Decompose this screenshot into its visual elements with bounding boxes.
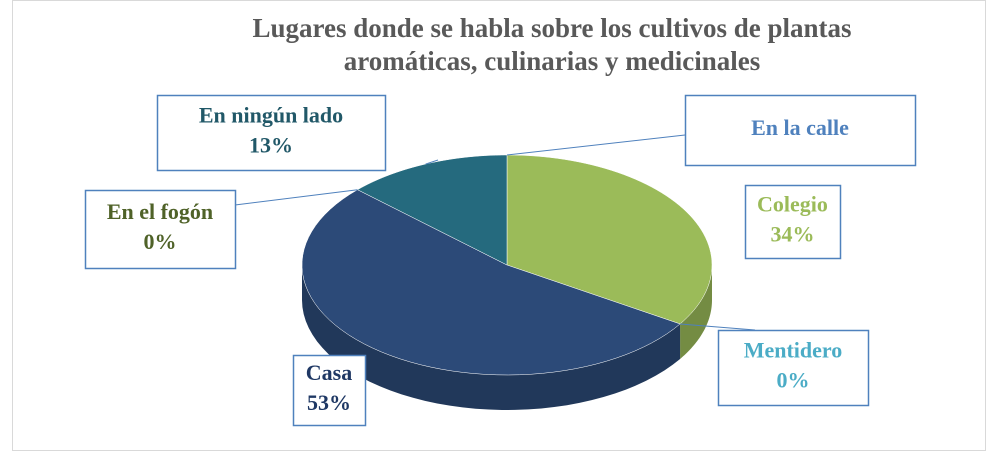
category-label: En el fogón [107,199,213,224]
category-label: Mentidero [744,338,843,363]
category-label: Colegio [757,192,828,217]
value-label: 53% [307,390,351,415]
label-box [84,189,237,270]
chart-title: Lugares donde se habla sobre los cultivo… [252,13,852,76]
label-box [684,94,917,167]
slice-side [302,265,681,410]
leader-line [680,323,756,331]
value-label: 34% [771,222,815,247]
value-label: 13% [249,133,293,158]
leader-line [234,189,358,206]
label-box [292,354,367,427]
slice [301,189,681,376]
category-label: Casa [306,360,352,385]
value-label: 0% [777,368,810,393]
category-label: En ningún lado [199,103,343,128]
slice [506,154,713,325]
label-box [744,184,842,260]
label-box [156,94,387,172]
label-box [717,329,870,407]
leader-line [425,159,439,165]
category-label: En la calle [751,115,849,140]
slice-side [680,265,712,359]
leader-line [506,134,686,156]
value-label: 0% [144,229,177,254]
